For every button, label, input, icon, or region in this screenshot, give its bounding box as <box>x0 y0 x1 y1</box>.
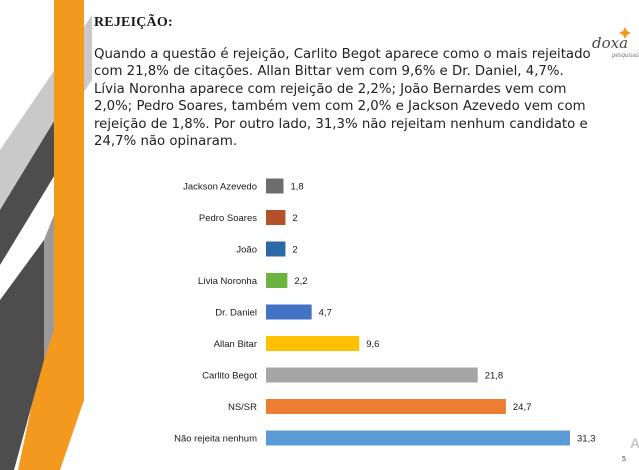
category-label: Jackson Azevedo <box>183 182 257 193</box>
logo-text: doxa <box>592 34 629 52</box>
value-label: 1,8 <box>290 182 303 193</box>
value-label: 2 <box>292 245 297 256</box>
value-label: 4,7 <box>319 308 332 319</box>
stripe-gray-mid <box>44 215 54 360</box>
bar <box>266 304 312 320</box>
category-label: Dr. Daniel <box>215 308 257 319</box>
value-label: 2 <box>292 213 297 224</box>
page-number: 5 <box>622 456 626 463</box>
bar <box>266 399 506 414</box>
value-label: 31,3 <box>577 434 596 445</box>
bar <box>266 241 286 257</box>
category-label: Pedro Soares <box>199 213 257 224</box>
category-label: NS/SR <box>228 402 257 413</box>
bar <box>266 336 360 351</box>
category-label: João <box>236 245 257 256</box>
stripe-dark-upper <box>0 95 70 265</box>
category-label: Carlito Begot <box>202 371 257 382</box>
doxa-logo: doxa pesquisas <box>592 27 639 64</box>
category-label: Não rejeita nenhum <box>174 434 257 445</box>
bar <box>266 367 478 383</box>
slide-heading: REJEIÇÃO: <box>94 15 173 30</box>
logo-mark-icon <box>619 27 631 39</box>
slide-paragraph: Quando a questão é rejeição, Carlito Beg… <box>94 47 591 150</box>
category-label: Lívia Noronha <box>198 276 258 287</box>
logo-subtext: pesquisas <box>612 53 639 59</box>
value-label: 9,6 <box>366 339 379 350</box>
stripe-orange <box>18 0 84 470</box>
bar <box>266 430 570 446</box>
stripe-dark-lower <box>0 240 44 470</box>
category-label: Allan Bitar <box>214 339 257 350</box>
bar <box>266 178 284 194</box>
bar <box>266 273 288 288</box>
decorative-stripes <box>0 0 92 470</box>
value-label: 21,8 <box>485 371 504 382</box>
corner-letter: A <box>630 435 639 451</box>
value-label: 2,2 <box>294 276 307 287</box>
bar <box>266 210 286 225</box>
value-label: 24,7 <box>513 402 532 413</box>
